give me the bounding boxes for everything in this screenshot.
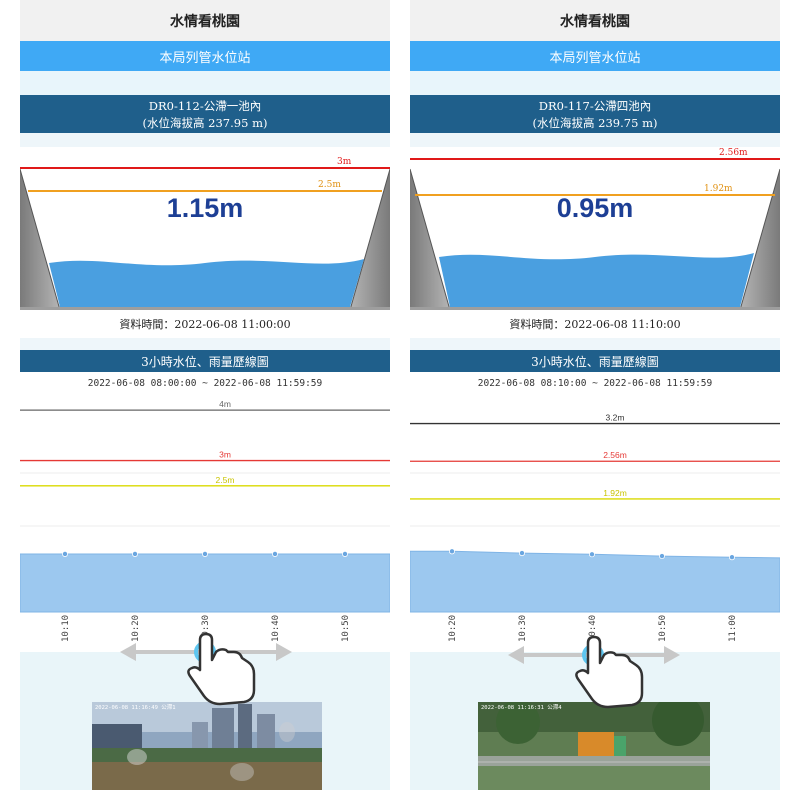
x-tick-label: 10:10	[61, 615, 71, 642]
spacer-strip	[410, 71, 780, 95]
spacer-strip	[20, 71, 390, 95]
data-point	[449, 548, 456, 555]
water-body	[49, 259, 364, 307]
swipe-gesture-overlay	[120, 632, 292, 706]
water-level-chart[interactable]: 4m 3m 2.5m 10:10 10:20 10:30 10:40 10:50	[20, 390, 390, 652]
swipe-hand-icon	[187, 632, 256, 706]
red-level-label: 3m	[337, 157, 352, 167]
threshold-label: 3m	[219, 450, 231, 460]
station-name: DR0-117-公滯四池內	[538, 99, 652, 113]
swipe-hand-icon	[575, 635, 644, 709]
camera-image[interactable]: 2022-06-08 11:16:31 公滯4	[478, 702, 710, 790]
station-elevation: (水位海拔高 237.95 m)	[142, 116, 268, 130]
x-tick-label: 10:50	[658, 615, 668, 642]
data-time: 資料時間：2022-06-08 11:10:00	[509, 318, 681, 331]
data-point	[728, 554, 735, 561]
data-time: 資料時間：2022-06-08 11:00:00	[119, 318, 291, 331]
tank-svg	[410, 147, 780, 310]
threshold-label: 1.92m	[603, 488, 627, 498]
panel-right: 水情看桃園 本局列管水位站 DR0-117-公滯四池內 (水位海拔高 239.7…	[410, 0, 780, 790]
data-point	[62, 550, 69, 557]
data-point	[519, 550, 526, 557]
data-point	[658, 553, 665, 560]
data-point	[201, 550, 208, 557]
x-tick-label: 10:20	[131, 615, 141, 642]
time-range: 2022-06-08 08:10:00 ~ 2022-06-08 11:59:5…	[477, 378, 713, 389]
time-range: 2022-06-08 08:00:00 ~ 2022-06-08 11:59:5…	[87, 378, 323, 389]
red-level-label: 2.56m	[719, 148, 748, 158]
threshold-label: 2.5m	[216, 475, 235, 485]
water-level-chart[interactable]: 3.2m 2.56m 1.92m 10:20 10:30 10:40 10:50 11:00	[410, 390, 780, 652]
section-bar[interactable]: 本局列管水位站	[410, 41, 780, 71]
spacer-strip	[20, 338, 390, 350]
water-body	[439, 253, 754, 307]
x-tick-label: 10:30	[518, 615, 528, 642]
threshold-label: 4m	[219, 399, 231, 409]
x-tick-label: 10:40	[588, 615, 598, 642]
chart-title: 3小時水位、雨量歷線圖	[410, 350, 780, 372]
tank-svg	[20, 147, 390, 310]
swipe-gesture-overlay	[508, 635, 680, 709]
x-tick-label: 10:20	[448, 615, 458, 642]
x-tick-label: 10:30	[201, 615, 211, 642]
data-point	[341, 550, 348, 557]
current-level: 1.15m	[166, 193, 244, 223]
station-header: DR0-117-公滯四池內 (水位海拔高 239.75 m)	[410, 95, 780, 133]
orange-level-label: 1.92m	[704, 184, 733, 194]
chart-svg[interactable]: 3.2m 2.56m 1.92m 10:20 10:30 10:40 10:50 11:00	[410, 390, 780, 652]
current-level: 0.95m	[556, 193, 634, 223]
data-point	[132, 550, 139, 557]
section-bar[interactable]: 本局列管水位站	[20, 41, 390, 71]
station-elevation: (水位海拔高 239.75 m)	[532, 116, 658, 130]
station-name: DR0-112-公滯一池內	[148, 99, 262, 113]
series-area	[410, 550, 780, 613]
camera-image[interactable]: 2022-06-08 11:16:49 公滯1	[92, 702, 322, 790]
panel-left: 水情看桃園 本局列管水位站 DR0-112-公滯一池內 (水位海拔高 237.9…	[20, 0, 390, 790]
camera-timestamp: 2022-06-08 11:16:49 公滯1	[95, 705, 176, 711]
threshold-label: 2.56m	[603, 450, 627, 460]
spacer-strip	[20, 133, 390, 147]
water-tank-diagram: 2.56m 1.92m 0.95m	[410, 147, 780, 310]
data-point	[271, 550, 278, 557]
water-tank-diagram: 3m 2.5m 1.15m	[20, 147, 390, 310]
spacer-strip	[410, 133, 780, 147]
app-title: 水情看桃園	[20, 0, 390, 41]
chart-svg[interactable]: 4m 3m 2.5m 10:10 10:20 10:30 10:40 10:50	[20, 390, 390, 652]
x-tick-label: 10:40	[271, 615, 281, 642]
spacer-strip	[410, 338, 780, 350]
app-title: 水情看桃園	[410, 0, 780, 41]
camera-timestamp: 2022-06-08 11:16:31 公滯4	[481, 705, 562, 711]
data-point	[588, 551, 595, 558]
threshold-label: 3.2m	[606, 413, 625, 423]
chart-title: 3小時水位、雨量歷線圖	[20, 350, 390, 372]
x-tick-label: 11:00	[728, 615, 738, 642]
camera-section: 2022-06-08 11:16:49 公滯1	[20, 652, 390, 790]
station-header: DR0-112-公滯一池內 (水位海拔高 237.95 m)	[20, 95, 390, 133]
series-area	[20, 553, 390, 613]
x-tick-label: 10:50	[341, 615, 351, 642]
camera-section: 2022-06-08 11:16:31 公滯4	[410, 652, 780, 790]
orange-level-label: 2.5m	[318, 180, 341, 190]
